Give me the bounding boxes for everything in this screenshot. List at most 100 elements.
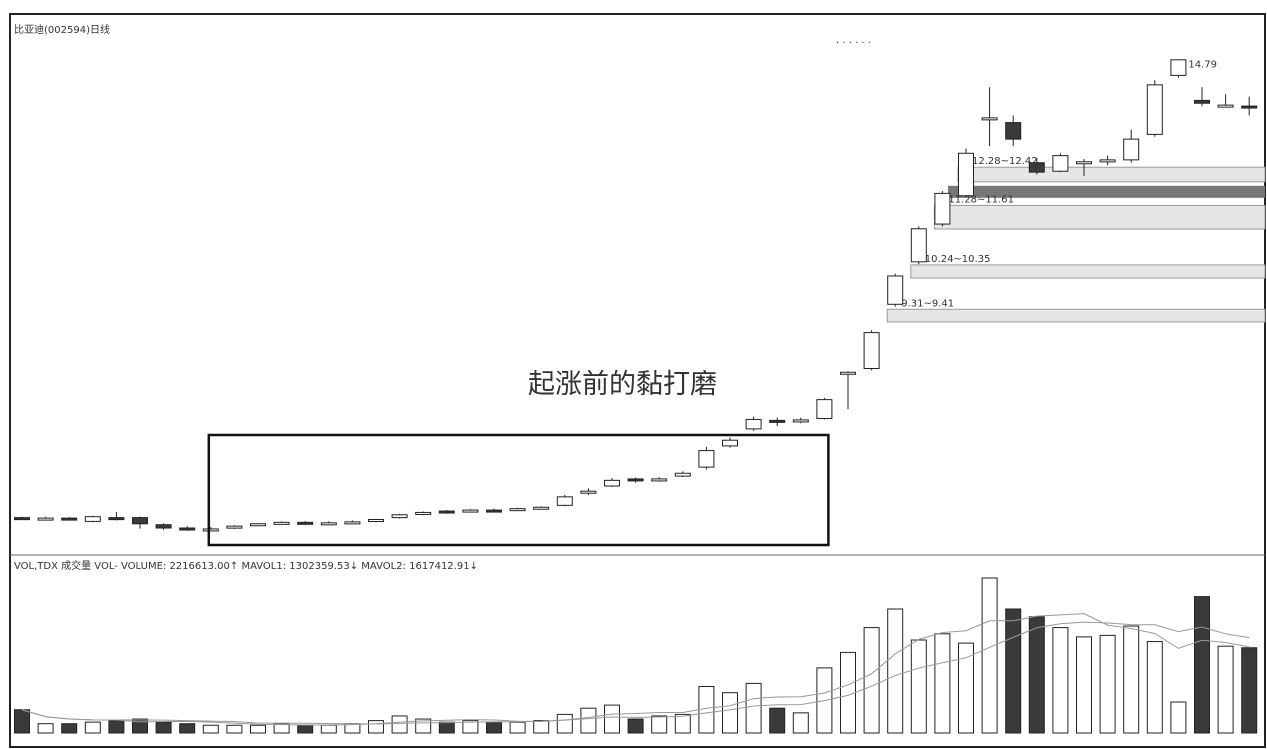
candle	[1194, 99, 1210, 104]
candle	[1217, 104, 1234, 108]
price-zone-band	[957, 166, 1266, 183]
candle	[415, 511, 432, 515]
volume-bar	[674, 713, 691, 734]
volume-bar	[155, 721, 172, 734]
candle	[1052, 155, 1069, 172]
volume-bar	[745, 682, 762, 734]
candle	[769, 419, 786, 423]
candle	[84, 516, 101, 522]
volume-bar	[887, 608, 904, 734]
price-zone-dark-band	[948, 185, 1265, 198]
volume-bar	[769, 707, 786, 734]
candle	[438, 510, 455, 514]
candle	[509, 508, 526, 512]
volume-ma-line	[21, 613, 1250, 726]
volume-bar	[792, 712, 809, 734]
volume-bar	[698, 686, 715, 734]
candle	[840, 371, 856, 375]
candle	[179, 527, 196, 531]
candle	[1028, 162, 1045, 173]
candle	[863, 332, 880, 369]
candle	[533, 506, 550, 510]
toolbar-marks: · · · · · ·	[836, 38, 871, 49]
candle	[344, 521, 361, 525]
volume-bar	[840, 651, 856, 734]
candle	[391, 514, 408, 519]
candle	[108, 517, 125, 521]
candlesticks	[14, 59, 1258, 532]
candle	[155, 524, 172, 529]
volume-bar	[580, 707, 597, 734]
candle	[297, 521, 314, 525]
volume-bar	[179, 723, 196, 734]
volume-bar	[132, 718, 148, 734]
candle	[910, 228, 927, 263]
candle	[14, 517, 30, 521]
candle	[273, 521, 290, 525]
consolidation-annotation: 起涨前的黏打磨	[528, 369, 717, 400]
volume-bar	[1241, 647, 1258, 734]
volume-bar	[1028, 616, 1045, 734]
volume-bar	[1146, 641, 1163, 734]
candle	[556, 496, 573, 506]
candle	[958, 152, 974, 197]
candle	[981, 117, 998, 121]
volume-bar	[722, 692, 738, 734]
price-zone-band	[910, 264, 1266, 279]
candle	[37, 517, 54, 521]
volume-bar	[1099, 634, 1116, 734]
candle	[651, 478, 668, 482]
price-zone-label: 12.28~12.42	[972, 156, 1038, 167]
candle	[934, 192, 951, 225]
candle	[486, 509, 502, 513]
volume-bar	[84, 721, 101, 734]
candle	[1241, 105, 1258, 109]
candle	[1146, 84, 1163, 135]
volume-bar	[958, 642, 974, 734]
volume-bar	[910, 639, 927, 734]
volume-moving-averages	[21, 613, 1250, 726]
volume-bar	[320, 724, 337, 734]
volume-bar	[14, 709, 30, 734]
volume-bar	[202, 724, 219, 734]
price-zones: 12.28~12.42 11.28~11.61 10.24~10.35 9.31~9.…	[886, 156, 1266, 323]
candle	[132, 517, 148, 525]
volume-bar	[37, 723, 54, 734]
volume-bars	[14, 577, 1258, 734]
volume-bar	[509, 721, 526, 734]
candle	[462, 509, 479, 513]
price-zone-band	[933, 204, 1266, 230]
candle	[722, 439, 738, 447]
volume-header: VOL,TDX 成交量 VOL- VOLUME: 2216613.00↑ MAV…	[14, 559, 478, 572]
candle	[1005, 122, 1022, 140]
candle	[320, 522, 337, 526]
volume-ma-line	[21, 621, 1250, 725]
volume-bar	[462, 720, 479, 734]
candle	[674, 472, 691, 477]
candle	[1170, 59, 1187, 76]
volume-bar	[1170, 701, 1187, 734]
volume-bar	[627, 718, 644, 734]
chart-title: 比亚迪(002594)日线	[14, 23, 110, 36]
volume-bar	[863, 627, 880, 734]
volume-bar	[438, 721, 455, 734]
volume-bar	[1005, 608, 1022, 734]
volume-bar	[1194, 596, 1210, 734]
volume-bar	[651, 715, 668, 734]
volume-bar	[556, 713, 573, 734]
volume-bar	[533, 720, 550, 734]
candle	[1076, 161, 1092, 165]
volume-bar	[1052, 627, 1069, 734]
candle	[792, 419, 809, 423]
price-zone-label: 11.28~11.61	[948, 194, 1014, 205]
volume-bar	[934, 633, 951, 734]
candle	[226, 525, 243, 529]
volume-bar	[226, 724, 243, 734]
volume-bar	[250, 724, 266, 734]
candle	[61, 517, 78, 521]
candle	[580, 490, 597, 494]
consolidation-box	[207, 433, 830, 547]
candle	[816, 399, 833, 420]
price-zone-label: 10.24~10.35	[925, 254, 991, 265]
